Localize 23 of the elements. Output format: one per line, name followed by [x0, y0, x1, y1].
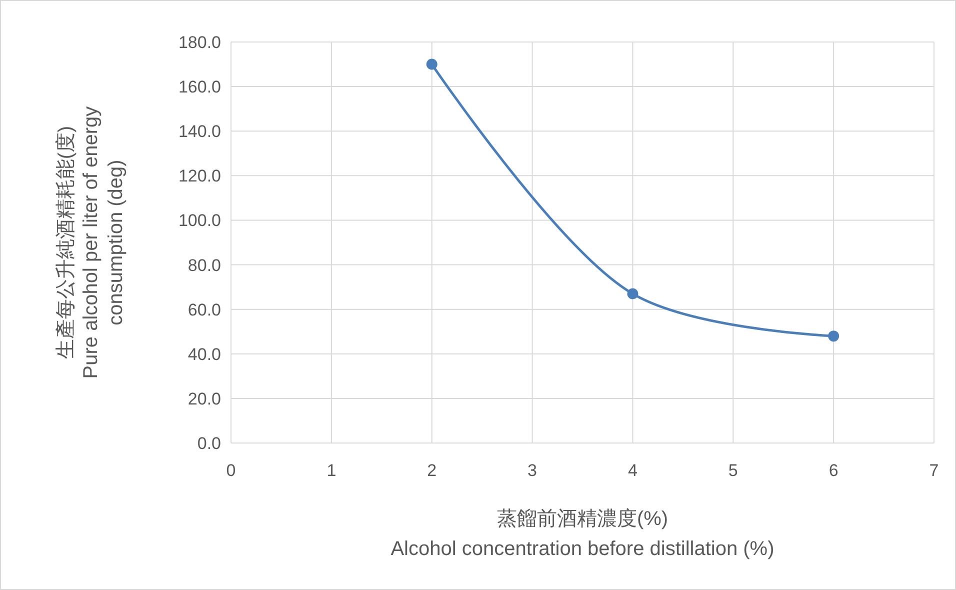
x-tick-label: 1 [326, 461, 336, 480]
y-axis-title: 生產每公升純酒精耗能(度) Pure alcohol per liter of energy consumption (deg) [55, 106, 127, 379]
x-axis-title: 蒸餾前酒精濃度(%) Alcohol concentration before distillation (%) [390, 508, 774, 560]
x-tick-label: 3 [528, 461, 538, 480]
x-tick-label: 0 [226, 461, 236, 480]
y-tick-label: 100.0 [178, 211, 221, 230]
y-tick-label: 80.0 [188, 256, 221, 275]
y-tick-label: 140.0 [178, 122, 221, 142]
x-tick-label: 7 [929, 461, 939, 480]
point [828, 330, 840, 342]
x-tick-label: 5 [728, 461, 738, 480]
y-tick-label: 20.0 [188, 389, 221, 408]
y-tick-label: 40.0 [188, 344, 221, 364]
y-tick-label: 160.0 [178, 78, 221, 97]
x-tick-label: 6 [828, 461, 838, 480]
point [426, 58, 438, 70]
x-tick-label: 2 [427, 461, 437, 480]
x-tick-label: 4 [628, 461, 638, 480]
y-tick-label: 180.0 [178, 33, 221, 52]
y-tick-label: 120.0 [178, 166, 221, 186]
point [627, 288, 638, 300]
y-tick-label: 60.0 [188, 300, 221, 320]
y-tick-label: 0.0 [197, 434, 221, 453]
